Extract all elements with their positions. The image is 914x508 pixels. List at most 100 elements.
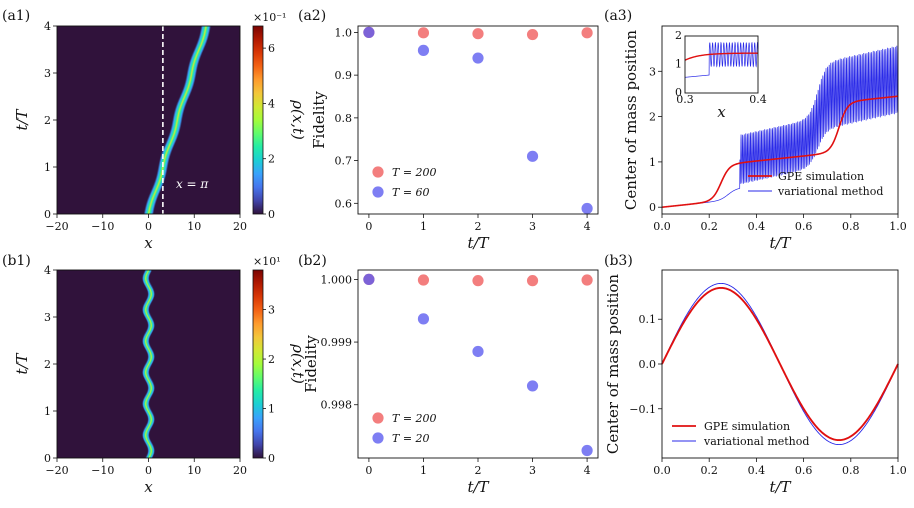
density-band: [200, 28, 211, 31]
density-band: [147, 388, 155, 390]
density-band: [195, 43, 207, 46]
legend-entry: T = 60: [392, 186, 430, 199]
density-band: [156, 174, 167, 177]
inset: 0.3 0.4 0 1 2 x: [675, 29, 767, 121]
scatter-point-blue: [581, 444, 593, 457]
density-band: [147, 198, 158, 201]
density-band: [197, 39, 208, 41]
density-band: [146, 319, 154, 322]
density-band: [146, 297, 154, 299]
heatmap-density: [143, 26, 211, 214]
density-band: [150, 190, 161, 193]
legend-marker: [372, 412, 384, 424]
series-gpe-simulation: [661, 286, 899, 442]
density-band: [196, 41, 207, 44]
density-band: [145, 204, 156, 207]
density-band: [144, 378, 152, 380]
density-band: [174, 110, 185, 113]
density-band: [172, 118, 183, 120]
density-band: [142, 311, 150, 313]
density-band: [142, 432, 150, 435]
density-band: [143, 429, 151, 432]
density-band: [200, 26, 211, 29]
density-band: [144, 285, 153, 287]
density-band: [156, 171, 167, 174]
plot-area: [662, 45, 898, 208]
y-axis-label: Fidelity: [302, 335, 320, 393]
density-band: [196, 42, 207, 45]
density-band: [144, 410, 152, 412]
inset-x-label: x: [717, 103, 726, 121]
density-band: [161, 151, 172, 154]
x-axis-label: t/T: [467, 478, 489, 496]
x-tick-label: 1.0: [889, 464, 907, 477]
density-band: [160, 155, 171, 158]
density-band: [192, 51, 203, 53]
density-band: [146, 423, 154, 425]
density-band: [146, 454, 154, 456]
density-band: [148, 196, 159, 198]
density-band: [147, 421, 155, 423]
density-band: [167, 137, 178, 140]
colorbar-label: ρ(x,t): [289, 343, 307, 384]
density-band: [188, 61, 200, 64]
density-band: [142, 281, 151, 283]
density-band: [187, 66, 198, 68]
colorbar-multiplier: ×10⁻¹: [253, 11, 286, 24]
y-axis-label: Center of mass position: [622, 30, 640, 211]
density-band: [145, 442, 153, 445]
scatter-point-red: [526, 28, 539, 41]
density-band: [144, 284, 152, 286]
scatter-point-blue: [417, 44, 430, 56]
scatter-point-red: [581, 27, 593, 39]
y-tick-label: 4: [44, 264, 51, 277]
legend-marker: [372, 186, 384, 198]
density-band: [142, 434, 150, 437]
density-band: [186, 73, 197, 75]
scatter-point-blue: [581, 202, 593, 215]
y-tick-label: 0.8: [335, 112, 353, 125]
density-band: [172, 117, 183, 119]
x-tick-label: 3: [529, 464, 536, 477]
density-band: [146, 391, 154, 393]
x-tick-label: −20: [45, 464, 68, 477]
density-band: [142, 304, 151, 307]
plot-background: [358, 270, 598, 458]
density-band: [170, 128, 181, 130]
density-band: [143, 344, 151, 346]
density-band: [147, 386, 155, 389]
colorbar-tick-label: 0: [268, 208, 275, 221]
y-tick-label: 3: [44, 67, 51, 80]
density-band: [147, 289, 155, 292]
legend-entry: GPE simulation: [704, 420, 790, 433]
density-band: [188, 62, 199, 65]
density-band: [187, 67, 198, 69]
y-tick-label: 1: [44, 161, 51, 174]
density-band: [147, 198, 158, 200]
legend-entry: variational method: [703, 435, 809, 448]
density-band: [143, 440, 152, 442]
y-tick-label: 2: [44, 358, 51, 371]
density-band: [142, 342, 150, 344]
panel-b2: 0 1 2 3 4 0.998 0.999 1.000 t/T Fidelity T = 200 T …: [302, 269, 599, 496]
density-band: [183, 86, 194, 88]
density-band: [147, 416, 155, 419]
density-band: [147, 326, 155, 328]
density-band: [142, 343, 150, 345]
density-band: [147, 446, 155, 449]
density-band: [142, 277, 150, 280]
density-band: [193, 50, 204, 52]
density-band: [142, 401, 150, 404]
density-band: [143, 346, 152, 348]
density-band: [147, 383, 155, 386]
density-band: [166, 140, 177, 143]
density-band: [146, 444, 154, 447]
density-band: [144, 395, 153, 397]
x-axis-label: t/T: [467, 234, 489, 252]
density-band: [142, 339, 150, 342]
density-band: [190, 57, 201, 60]
y-tick-label: 0.999: [321, 336, 353, 349]
density-band: [164, 144, 175, 146]
density-band: [171, 123, 182, 126]
y-tick-label: 0.1: [639, 313, 657, 326]
